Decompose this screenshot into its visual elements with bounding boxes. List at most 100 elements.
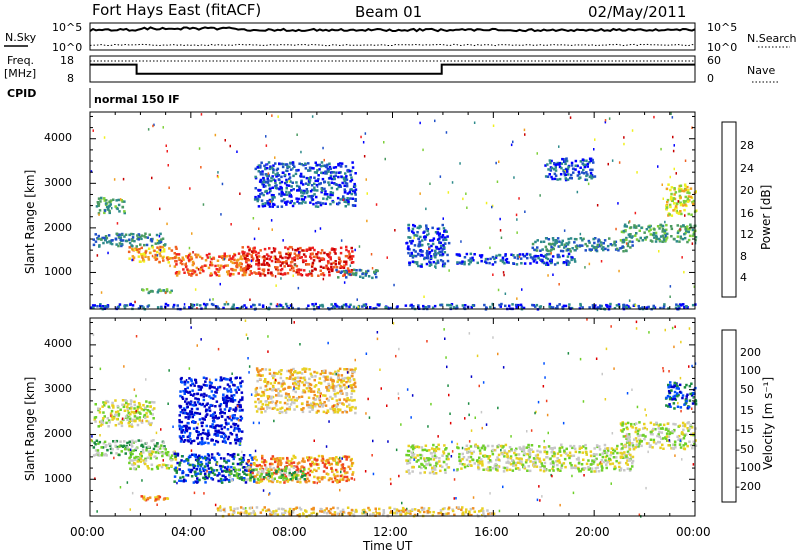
velocity-cell — [152, 447, 156, 451]
power-cell — [257, 251, 260, 255]
velocity-cell — [181, 397, 185, 400]
power-cell — [276, 258, 280, 261]
power-cell — [691, 228, 695, 232]
power-cell — [554, 169, 558, 172]
velocity-cell — [545, 452, 549, 455]
power-cell — [256, 199, 259, 203]
power-cell — [652, 233, 656, 236]
velocity-cell — [514, 464, 518, 467]
power-cell — [286, 272, 290, 275]
velocity-cell — [552, 463, 556, 467]
power-cell — [495, 254, 498, 258]
velocity-cell — [431, 470, 435, 474]
date-title: 02/May/2011 — [588, 3, 686, 21]
power-cell — [150, 240, 154, 243]
velocity-cell — [211, 423, 214, 426]
power-cell — [441, 234, 445, 237]
velocity-cell — [234, 388, 237, 392]
power-cell — [684, 200, 687, 203]
velocity-cell — [596, 463, 600, 466]
velocity-cell — [280, 472, 283, 476]
power-cell — [347, 168, 350, 172]
velocity-cell — [143, 416, 147, 419]
velocity-cell — [179, 440, 183, 443]
power-cell — [342, 177, 346, 181]
power-cell — [597, 307, 601, 310]
velocity-cell — [253, 480, 256, 483]
power-cell — [322, 273, 326, 277]
velocity-cell — [189, 378, 193, 381]
power-cell — [552, 239, 555, 242]
velocity-cell — [579, 469, 582, 473]
velocity-cell — [321, 455, 324, 459]
velocity-cell — [260, 478, 263, 481]
power-speckle — [272, 247, 275, 250]
velocity-cell — [240, 417, 244, 420]
velocity-cell — [463, 465, 467, 469]
velocity-cell — [197, 460, 200, 464]
velocity-cell — [192, 413, 196, 417]
power-cell — [302, 163, 305, 167]
velocity-cell — [257, 481, 261, 484]
velocity-cell — [691, 446, 694, 450]
velocity-cell — [134, 448, 137, 452]
velocity-cell — [341, 463, 345, 466]
power-cell — [365, 306, 368, 310]
velocity-cell — [612, 456, 616, 459]
power-cell — [315, 256, 318, 259]
velocity-cell — [651, 446, 654, 449]
velocity-cell — [231, 417, 235, 420]
velocity-cell — [414, 445, 418, 449]
velocity-cell — [235, 376, 238, 379]
power-cell — [346, 192, 349, 195]
velocity-cell — [217, 424, 221, 428]
power-cell — [463, 256, 467, 259]
velocity-cell — [153, 401, 156, 404]
velocity-cell — [243, 472, 246, 475]
velocity-cell — [568, 451, 572, 454]
power-speckle — [342, 198, 345, 202]
power-speckle — [442, 217, 444, 220]
power-cell — [137, 251, 141, 254]
power-cell — [567, 173, 570, 176]
velocity-cell — [668, 432, 672, 436]
power-cell — [478, 254, 482, 257]
velocity-cell — [678, 424, 682, 428]
velocity-cell — [209, 471, 213, 474]
power-cell — [372, 307, 375, 310]
power-cell — [361, 276, 365, 279]
velocity-cell — [183, 439, 187, 442]
power-cell — [606, 248, 610, 252]
power-cell — [216, 305, 219, 308]
velocity-cell — [442, 460, 446, 464]
power-cell — [627, 233, 631, 236]
velocity-cell — [234, 423, 238, 426]
velocity-cell — [406, 462, 409, 465]
power-cell — [434, 251, 437, 254]
power-speckle — [393, 283, 395, 287]
power-cell — [641, 306, 644, 309]
power-cell — [422, 304, 425, 308]
velocity-cell — [563, 457, 567, 461]
power-cell — [350, 257, 353, 261]
power-speckle — [672, 135, 674, 139]
velocity-cell — [136, 417, 139, 420]
power-cell — [691, 202, 695, 206]
power-cell — [167, 261, 170, 264]
velocity-cell — [603, 449, 606, 452]
velocity-cell — [180, 376, 183, 380]
velocity-cell — [254, 455, 257, 459]
power-cell — [418, 241, 422, 244]
velocity-cell — [671, 446, 674, 450]
velocity-cell — [138, 419, 141, 422]
velocity-cell — [411, 470, 414, 473]
power-speckle — [362, 141, 365, 144]
power-cell — [593, 241, 596, 245]
velocity-cell — [217, 453, 221, 456]
velocity-cell — [260, 473, 263, 476]
power-cell — [590, 177, 593, 180]
power-speckle — [579, 232, 582, 236]
power-cell — [148, 233, 151, 236]
velocity-cell — [604, 459, 607, 462]
power-cell — [279, 255, 282, 258]
